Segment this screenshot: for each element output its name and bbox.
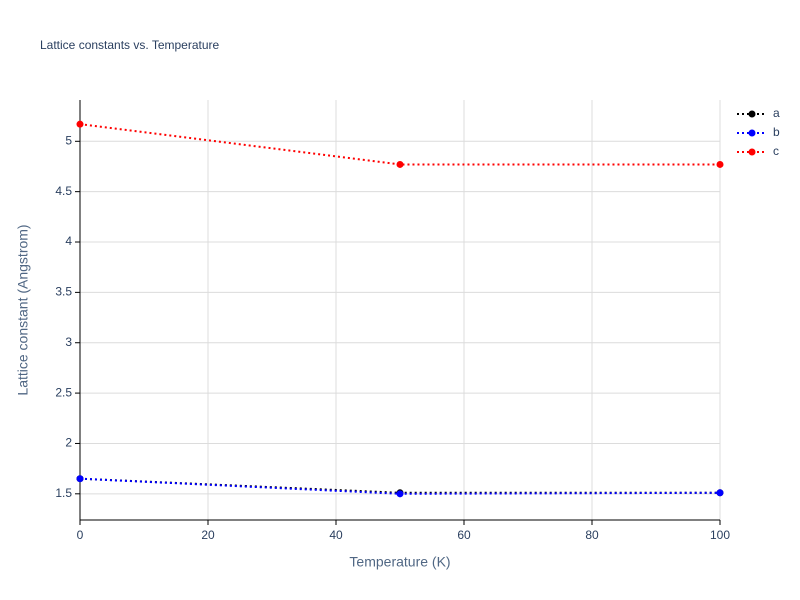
y-tick-label: 2.5: [55, 385, 72, 399]
legend-label: c: [773, 144, 779, 158]
series-line: [79, 123, 720, 166]
x-tick-label: 0: [77, 528, 84, 542]
y-axis-label: Lattice constant (Angstrom): [15, 224, 31, 395]
y-tick-label: 4.5: [55, 184, 72, 198]
x-axis-label: Temperature (K): [349, 554, 450, 570]
data-point: [716, 489, 724, 497]
legend-label: b: [773, 125, 780, 139]
x-tick-label: 80: [585, 528, 599, 542]
data-point: [76, 475, 84, 483]
y-tick-label: 5: [65, 133, 72, 147]
y-tick-label: 3: [65, 335, 72, 349]
x-tick-label: 40: [329, 528, 343, 542]
chart-title: Lattice constants vs. Temperature: [40, 38, 220, 52]
x-tick-label: 60: [457, 528, 471, 542]
data-point: [396, 160, 404, 168]
data-point: [716, 160, 724, 168]
legend-marker: [748, 148, 756, 156]
x-tick-label: 100: [710, 528, 730, 542]
y-tick-label: 1.5: [55, 486, 72, 500]
x-tick-label: 20: [201, 528, 215, 542]
legend-label: a: [773, 106, 780, 120]
data-point: [76, 120, 84, 128]
y-tick-label: 4: [65, 234, 72, 248]
y-tick-label: 2: [65, 436, 72, 450]
legend-marker: [748, 129, 756, 137]
data-point: [396, 490, 404, 498]
y-tick-label: 3.5: [55, 285, 72, 299]
legend-marker: [748, 110, 756, 118]
